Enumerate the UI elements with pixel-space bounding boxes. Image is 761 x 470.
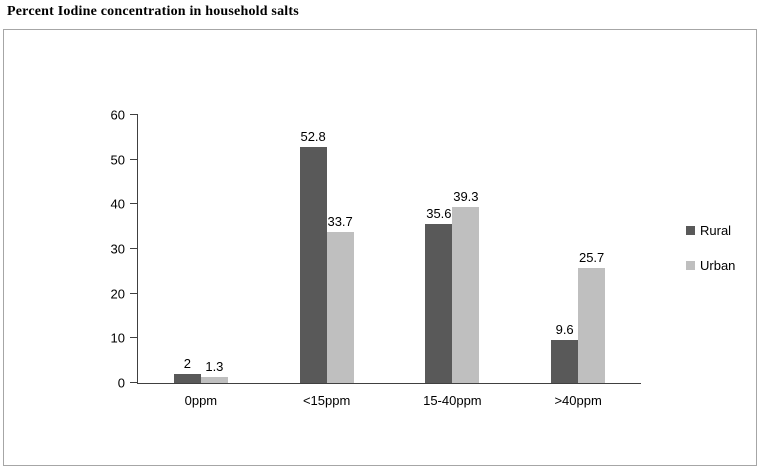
y-axis-tick-label: 10 [110, 330, 125, 346]
bar-group-15-40ppm: 35.6 39.3 [390, 115, 516, 383]
y-axis-tick [130, 292, 138, 294]
bar-value-label: 35.6 [426, 206, 452, 221]
y-axis-tick [130, 158, 138, 160]
chart-title: Percent Iodine concentration in househol… [7, 4, 299, 19]
bar-urban-15-40ppm: 39.3 [452, 189, 480, 383]
y-axis-tick-label: 0 [117, 375, 125, 391]
x-axis-label-0ppm: 0ppm [184, 393, 218, 408]
bar-value-label: 39.3 [453, 189, 479, 205]
x-axis-label-15-40ppm: 15-40ppm [423, 393, 482, 408]
bar-rural-0ppm: 2 [173, 356, 201, 383]
legend: Rural Urban [686, 223, 735, 273]
y-axis-tick-label: 40 [110, 196, 125, 212]
x-axis-label-15ppm: <15ppm [302, 393, 351, 408]
legend-label: Urban [700, 258, 736, 273]
y-axis-tick [130, 382, 138, 383]
bar-urban-15ppm: 33.7 [326, 214, 354, 383]
plot-area: 2 1.3 52.8 33.7 35.6 39.3 9.6 25.7 0ppm <15ppm 15… [111, 109, 641, 408]
y-axis-tick-label: 20 [110, 286, 125, 302]
y-axis-tick-label: 30 [110, 241, 125, 257]
bar-value-label: 1.3 [205, 359, 224, 375]
bar-urban-40ppm: 25.7 [578, 250, 606, 383]
bar-value-label: 52.8 [300, 129, 326, 145]
legend-entry-urban: Urban [686, 258, 735, 273]
y-axis-tick [130, 114, 138, 115]
legend-swatch-rural [686, 226, 695, 235]
legend-label: Rural [700, 223, 732, 238]
bar-value-label: 2 [183, 356, 191, 372]
bar-rural-40ppm: 9.6 [551, 322, 579, 383]
x-axis-labels: 0ppm <15ppm 15-40ppm >40ppm [138, 393, 641, 408]
y-axis-tick [130, 248, 138, 249]
bar-group-0ppm: 2 1.3 [138, 115, 264, 383]
bar-value-label: 33.7 [327, 214, 353, 230]
y-axis-tick [130, 203, 138, 205]
bars-container: 2 1.3 52.8 33.7 35.6 39.3 9.6 25.7 [138, 115, 641, 383]
legend-entry-rural: Rural [686, 223, 735, 238]
y-axis-tick-label: 50 [110, 152, 125, 168]
x-axis-label-40ppm: >40ppm [554, 393, 602, 408]
legend-swatch-urban [686, 261, 695, 270]
bar-group-15ppm: 52.8 33.7 [264, 115, 390, 383]
chart-frame: 2 1.3 52.8 33.7 35.6 39.3 9.6 25.7 0ppm <15ppm 15… [3, 29, 757, 466]
bar-rural-15-40ppm: 35.6 [425, 206, 453, 383]
bar-urban-0ppm: 1.3 [200, 359, 228, 383]
bar-value-label: 25.7 [578, 250, 605, 266]
bar-group-40ppm: 9.6 25.7 [515, 115, 641, 383]
bar-value-label: 9.6 [555, 322, 574, 338]
y-axis-tick [130, 337, 138, 339]
y-axis-tick-label: 60 [110, 107, 125, 123]
bar-rural-15ppm: 52.8 [299, 129, 327, 383]
